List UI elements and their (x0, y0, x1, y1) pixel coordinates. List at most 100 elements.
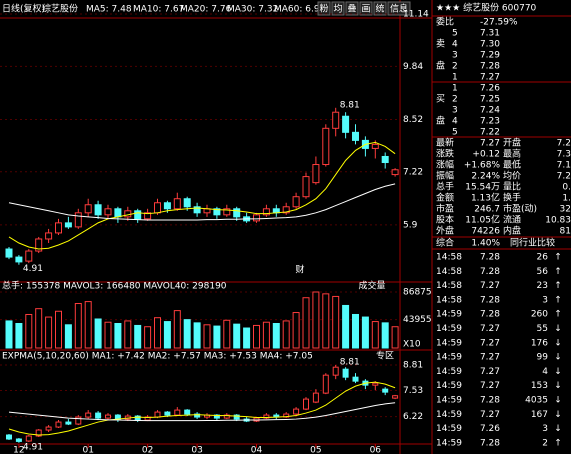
tool-button[interactable] (331, 1, 345, 16)
candle-body (154, 411, 161, 418)
volume-bar (381, 322, 389, 349)
y-tick-label: 8.52 (403, 115, 423, 125)
volume-tab: 成交量 (358, 280, 385, 292)
volume-bar (253, 324, 260, 349)
stat-label: 均价 (503, 170, 521, 182)
trade-price: 7.28 (480, 295, 500, 305)
stat-label: 量比 (503, 181, 521, 193)
candle-body (25, 435, 32, 442)
tool-button-label[interactable]: 粉 (319, 3, 328, 15)
tool-button-label[interactable]: 叠 (347, 4, 356, 15)
tool-button-label[interactable]: 均 (333, 3, 342, 15)
candle-body (332, 366, 339, 376)
volume-bar (55, 310, 62, 349)
stat-label: 外盘 (436, 225, 454, 237)
candle-body (233, 208, 241, 218)
tool-button-label[interactable]: 统 (375, 3, 384, 15)
trade-arrow: ↓ (554, 396, 562, 406)
volume-title: 总手: 155378 MAVOL3: 166480 MAVOL40: 29819… (2, 280, 227, 292)
y-tick-label: 11.14 (403, 10, 429, 20)
stat-label: 市盈(动) (503, 203, 537, 215)
level: 5 (452, 128, 458, 138)
tool-button-label[interactable]: 画 (361, 4, 370, 15)
candle-body (124, 210, 132, 218)
x-tick-label: 06 (370, 446, 382, 454)
level-price: 7.28 (480, 62, 500, 72)
stat-value: 2.24% (471, 172, 500, 182)
stat-label: 最新 (436, 137, 454, 149)
stat-label: 涨跌 (436, 149, 454, 160)
expma-tab: 专区 (376, 350, 394, 362)
trade-arrow: ↓ (554, 424, 562, 434)
candle-body (391, 169, 399, 176)
volume-bar (223, 319, 231, 349)
max-label: 8.81 (340, 100, 360, 110)
trade-time: 14:59 (436, 438, 462, 448)
stat-label: 最高 (503, 148, 521, 160)
tool-button[interactable] (387, 1, 411, 16)
stat-label: 总手 (436, 181, 454, 193)
trade-price: 7.27 (480, 381, 500, 391)
trade-time: 14:58 (436, 281, 462, 291)
tool-button[interactable] (317, 1, 331, 16)
trade-volume: 260 (531, 310, 548, 320)
volume-bar (163, 321, 171, 349)
volume-bar (5, 320, 13, 349)
candle-body (75, 416, 82, 425)
stat-label: 最低 (503, 159, 521, 171)
candle-body (105, 414, 111, 419)
stat-value: 10.83 (545, 216, 571, 226)
candle-body (194, 413, 201, 418)
ma-line (8, 381, 396, 436)
level-price: 7.27 (480, 73, 500, 83)
trade-arrow: ↑ (554, 267, 562, 277)
candle-body (342, 115, 350, 133)
candle-body (292, 196, 300, 208)
volume-bar (391, 326, 399, 349)
level-price: 7.25 (480, 95, 500, 105)
candle-body (45, 426, 52, 431)
book-char: 卖 (436, 39, 445, 50)
tool-button[interactable] (373, 1, 387, 16)
candle-body (144, 212, 152, 220)
y-tick-label: 43955 (403, 315, 432, 325)
trade-price: 7.27 (480, 281, 500, 291)
volume-bar (183, 319, 191, 349)
candle-body (183, 198, 191, 208)
trade-price: 7.27 (480, 353, 500, 363)
stat-value: 74226 (471, 227, 500, 237)
trade-time: 14:59 (436, 310, 462, 320)
level: 2 (452, 62, 458, 72)
trade-price: 7.28 (480, 438, 500, 448)
candle-body (164, 411, 171, 416)
tool-button-label[interactable]: 信息 (390, 3, 408, 15)
candle-body (85, 412, 92, 418)
level: 1 (452, 84, 458, 94)
volume-bar (74, 303, 82, 349)
trade-arrow: ↑ (554, 310, 562, 320)
level-price: 7.24 (480, 106, 500, 116)
tool-button[interactable] (345, 1, 359, 16)
candle-body (223, 208, 231, 216)
trade-arrow: ↓ (554, 367, 562, 377)
trade-arrow: ↓ (554, 381, 562, 391)
tool-button[interactable] (359, 1, 373, 16)
trade-volume: 26 (537, 253, 549, 263)
candle-body (332, 111, 340, 129)
volume-bar (243, 327, 251, 349)
trade-volume: 23 (537, 281, 548, 291)
candle-body (104, 208, 112, 216)
stat-value: 7.27 (480, 139, 500, 149)
stat-label: 金额 (436, 192, 454, 204)
x-tick-label: 05 (310, 446, 321, 454)
level: 3 (452, 106, 458, 116)
stat-label: 市盈 (436, 203, 454, 215)
ma-line (8, 141, 396, 250)
stat-value: 81 (560, 227, 571, 237)
candle-body (213, 208, 221, 216)
stat-value: 1. (562, 194, 571, 204)
ma-label: MA30: 7.32 (227, 5, 278, 15)
trade-volume: 167 (531, 410, 548, 420)
expma-title: EXPMA(5,10,20,60) MA1: +7.42 MA2: +7.57 … (2, 352, 313, 362)
